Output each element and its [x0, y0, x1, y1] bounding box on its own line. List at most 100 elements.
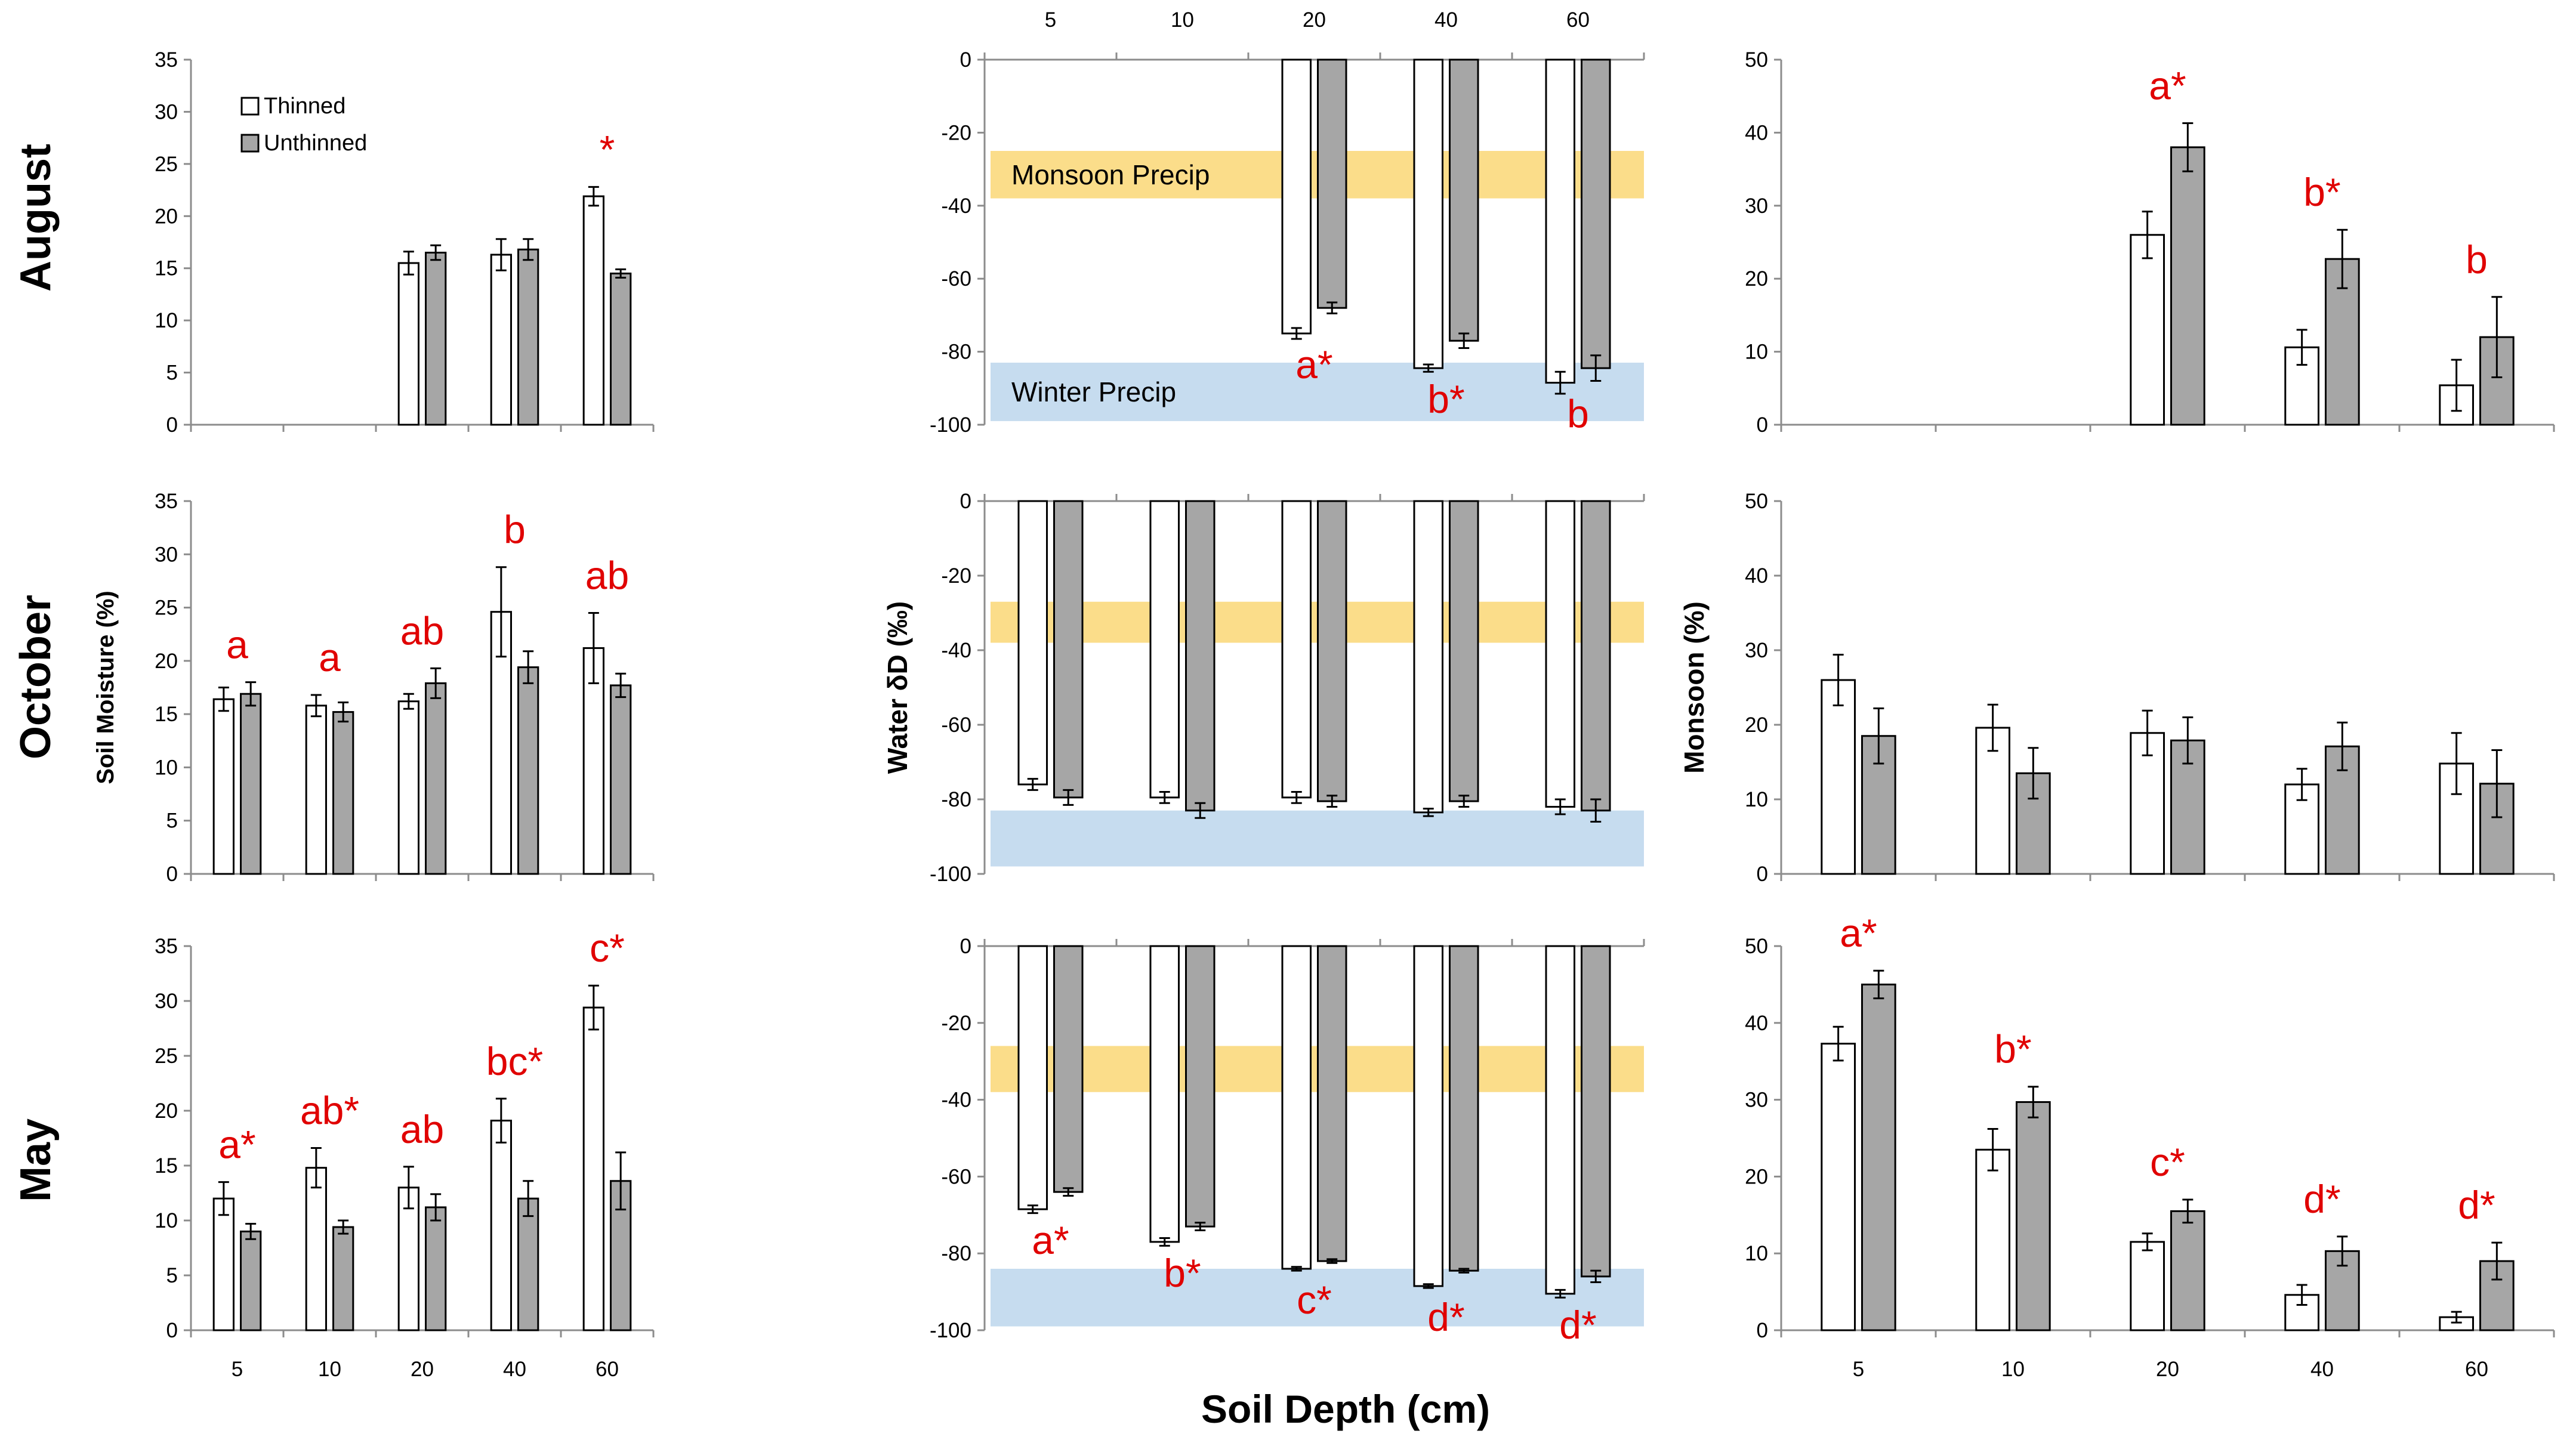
may-monsoon-bar-unthinned-20 [2170, 1210, 2205, 1331]
oct-moisture-ytick-label: 25 [155, 597, 178, 620]
aug-water-band-label-monsoon: Monsoon Precip [1011, 159, 1210, 190]
may-moisture-annotation-10: ab* [300, 1089, 359, 1133]
oct-monsoon-ytick-label: 0 [1757, 863, 1768, 886]
may-moisture-ytick-label: 20 [155, 1099, 178, 1123]
oct-moisture-ytick-label: 20 [155, 650, 178, 673]
oct-moisture-bar-unthinned-40 [517, 666, 539, 875]
aug-water-xtick-label: 40 [1434, 8, 1458, 32]
may-water-bar-unthinned-60 [1581, 945, 1611, 1278]
may-moisture-ytick-label: 30 [155, 990, 178, 1013]
aug-water-annotation-40: b* [1427, 377, 1464, 421]
aug-water-bar-unthinned-20 [1317, 58, 1347, 309]
may-monsoon-errorbar [1873, 969, 1884, 1000]
legend-swatch-thinned [240, 97, 260, 116]
may-water-annotation-10: b* [1164, 1251, 1201, 1295]
may-moisture-xtick-label: 40 [503, 1358, 526, 1381]
oct-water-ytick-label: -60 [941, 713, 971, 737]
may-water-errorbar [1159, 1237, 1170, 1247]
row-title-october: October [12, 595, 60, 759]
aug-water-ytick-label: 0 [960, 48, 971, 72]
oct-monsoon-ytick-label: 10 [1745, 788, 1768, 811]
chart-grid: 0 5 10 15 20 25 30 35 * Thinned Unthinned Monsoon P… [92, 8, 2555, 1381]
may-monsoon-xtick-label: 5 [1853, 1358, 1864, 1381]
may-water-annotation-60: d* [1559, 1303, 1596, 1347]
may-water-bar-thinned-5 [1017, 945, 1048, 1210]
oct-moisture-ytick-label: 10 [155, 756, 178, 779]
may-monsoon-xtick-label: 10 [2001, 1358, 2025, 1381]
oct-water-bar-unthinned-40 [1449, 500, 1479, 802]
row-title-august: August [12, 144, 60, 292]
aug-water-xtick-label: 10 [1171, 8, 1194, 32]
oct-monsoon-errorbar [2337, 721, 2348, 771]
aug-water-ytick-label: -100 [930, 413, 971, 437]
may-monsoon-errorbar [1987, 1128, 1998, 1172]
aug-monsoon-errorbar [2491, 296, 2503, 378]
aug-water-annotation-20: a* [1295, 342, 1332, 387]
oct-moisture-bar-unthinned-10 [332, 711, 354, 875]
oct-moisture-errorbar [338, 702, 349, 723]
oct-monsoon-errorbar [2028, 747, 2039, 800]
oct-water-bar-unthinned-5 [1053, 500, 1084, 799]
oct-water-ytick-label: -100 [930, 863, 971, 886]
aug-water-bar-thinned-20 [1281, 58, 1312, 335]
may-moisture-bar-unthinned-20 [425, 1206, 447, 1331]
may-monsoon-annotation-20: c* [2150, 1140, 2185, 1184]
oct-moisture-ytick-label: 0 [166, 863, 178, 886]
may-water-bar-thinned-40 [1413, 945, 1444, 1287]
may-moisture-errorbar [218, 1181, 229, 1216]
aug-water-band-winter [991, 362, 1644, 421]
oct-monsoon-y-axis-title: Monsoon (%) [1679, 601, 1710, 774]
may-monsoon-errorbar [2296, 1284, 2307, 1306]
oct-monsoon-ytick-label: 20 [1745, 713, 1768, 737]
oct-moisture-bar-thinned-5 [212, 698, 235, 875]
may-monsoon-errorbar [2182, 1198, 2194, 1224]
may-water-annotation-20: c* [1297, 1278, 1332, 1322]
may-water-bar-unthinned-5 [1053, 945, 1084, 1193]
oct-water-bar-thinned-60 [1545, 500, 1576, 808]
may-monsoon-bar-thinned-20 [2130, 1241, 2165, 1331]
aug-moisture-bar-unthinned-20 [425, 251, 447, 426]
may-monsoon-ytick-label: 30 [1745, 1089, 1768, 1112]
may-water-errorbar [1195, 1222, 1206, 1232]
may-water-annotation-40: d* [1427, 1295, 1464, 1339]
may-monsoon-bar-unthinned-10 [2016, 1101, 2051, 1331]
aug-moisture-bar-thinned-40 [490, 254, 512, 426]
aug-monsoon-annotation-20: a* [2149, 63, 2186, 107]
may-water-bar-thinned-60 [1545, 945, 1576, 1295]
may-water-bar-unthinned-20 [1317, 945, 1347, 1262]
may-moisture-errorbar [245, 1223, 257, 1240]
aug-water-xtick-label: 60 [1566, 8, 1590, 32]
oct-moisture-bar-unthinned-5 [240, 693, 262, 875]
may-water-errorbar [1291, 1266, 1302, 1272]
aug-water-xtick-label: 20 [1303, 8, 1326, 32]
oct-water-errorbar [1195, 802, 1206, 819]
oct-moisture-errorbar [430, 667, 442, 699]
oct-monsoon-bar-thinned-5 [1821, 679, 1856, 875]
oct-moisture-errorbar [495, 566, 507, 658]
aug-water-annotation-60: b [1567, 392, 1589, 436]
oct-monsoon-errorbar [1987, 703, 1998, 752]
may-moisture-bar-thinned-60 [582, 1006, 604, 1331]
oct-moisture-bar-unthinned-60 [610, 684, 632, 875]
oct-water-errorbar [1423, 808, 1434, 817]
may-monsoon-xtick-label: 20 [2156, 1358, 2179, 1381]
oct-water-errorbar [1291, 791, 1302, 804]
aug-monsoon-ytick-label: 30 [1745, 194, 1768, 218]
aug-moisture-errorbar [403, 251, 414, 276]
aug-monsoon-errorbar [2451, 359, 2462, 412]
oct-water-bar-unthinned-60 [1581, 500, 1611, 812]
may-monsoon-bar-thinned-5 [1821, 1043, 1856, 1331]
oct-monsoon-errorbar [2182, 716, 2194, 765]
aug-moisture-errorbar [495, 238, 507, 271]
may-monsoon-xtick-label: 40 [2310, 1358, 2334, 1381]
oct-moisture-errorbar [615, 672, 627, 699]
oct-moisture-ytick-label: 30 [155, 543, 178, 566]
may-monsoon-xtick-label: 60 [2465, 1358, 2488, 1381]
may-water-errorbar [1326, 1258, 1338, 1264]
aug-water-ytick-label: -40 [941, 194, 971, 218]
may-water-bar-unthinned-40 [1449, 945, 1479, 1272]
may-moisture-ytick-label: 10 [155, 1209, 178, 1232]
aug-water-ytick-label: -80 [941, 341, 971, 364]
may-monsoon-bar-thinned-10 [1975, 1148, 2010, 1331]
may-moisture-errorbar [588, 984, 599, 1031]
